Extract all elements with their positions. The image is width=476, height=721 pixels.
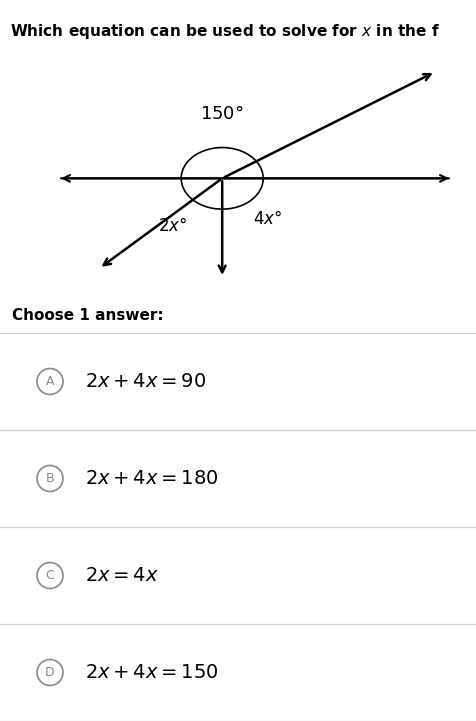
Text: Which equation can be used to solve for $x$ in the f: Which equation can be used to solve for … <box>10 22 440 41</box>
Text: $150°$: $150°$ <box>200 105 244 123</box>
Text: $2x°$: $2x°$ <box>159 217 188 235</box>
Text: $2x = 4x$: $2x = 4x$ <box>85 566 159 585</box>
Text: C: C <box>46 569 54 582</box>
Text: $4x°$: $4x°$ <box>253 210 282 228</box>
Text: B: B <box>46 472 54 485</box>
Text: $2x + 4x = 90$: $2x + 4x = 90$ <box>85 372 206 391</box>
Text: D: D <box>45 666 55 679</box>
Text: $2x + 4x = 150$: $2x + 4x = 150$ <box>85 663 218 682</box>
Text: A: A <box>46 375 54 388</box>
Text: $2x + 4x = 180$: $2x + 4x = 180$ <box>85 469 218 488</box>
Text: Choose 1 answer:: Choose 1 answer: <box>12 308 164 323</box>
